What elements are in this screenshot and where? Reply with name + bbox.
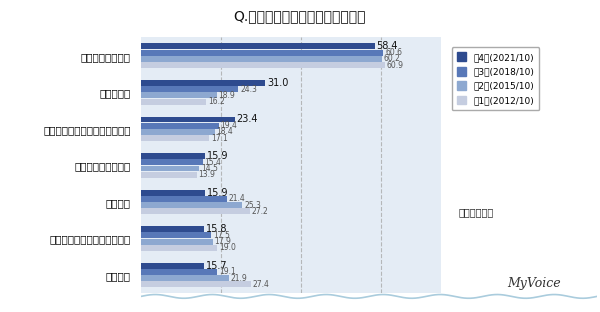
Text: 15.9: 15.9 xyxy=(206,188,228,197)
Text: 18.9: 18.9 xyxy=(218,91,235,100)
Bar xyxy=(141,269,217,275)
Text: 15.7: 15.7 xyxy=(206,261,227,271)
Text: Q.自分の靴をどこで買いますか？: Q.自分の靴をどこで買いますか？ xyxy=(234,9,366,23)
Text: 18.4: 18.4 xyxy=(217,127,233,136)
Text: ：靴を買う人: ：靴を買う人 xyxy=(459,207,494,217)
Bar xyxy=(141,275,229,281)
Bar xyxy=(141,239,212,245)
Bar xyxy=(141,159,203,165)
Text: 60.6: 60.6 xyxy=(385,48,403,57)
Text: 21.4: 21.4 xyxy=(229,194,245,203)
Bar xyxy=(141,202,242,208)
Text: 13.9: 13.9 xyxy=(199,170,215,179)
Text: 17.5: 17.5 xyxy=(213,231,230,240)
Text: 58.4: 58.4 xyxy=(377,41,398,51)
Bar xyxy=(141,208,250,214)
Bar xyxy=(141,50,383,56)
Text: 15.4: 15.4 xyxy=(205,158,221,167)
Bar xyxy=(141,226,204,232)
Bar xyxy=(141,153,205,159)
Text: 17.9: 17.9 xyxy=(215,237,232,246)
Text: 60.9: 60.9 xyxy=(386,61,404,70)
Text: 19.0: 19.0 xyxy=(219,243,236,252)
Bar xyxy=(141,99,206,105)
Bar xyxy=(141,165,199,171)
Bar xyxy=(141,263,204,269)
Text: 16.2: 16.2 xyxy=(208,97,224,106)
Text: 15.8: 15.8 xyxy=(206,224,228,234)
Text: MyVoice: MyVoice xyxy=(507,277,560,290)
Text: 27.2: 27.2 xyxy=(252,207,269,216)
Text: 19.1: 19.1 xyxy=(220,267,236,276)
Bar xyxy=(141,129,215,135)
Bar xyxy=(141,135,209,141)
Bar xyxy=(141,62,385,68)
Text: 14.5: 14.5 xyxy=(201,164,218,173)
Legend: 第4回(2021/10), 第3回(2018/10), 第2回(2015/10), 第1回(2012/10): 第4回(2021/10), 第3回(2018/10), 第2回(2015/10)… xyxy=(452,47,539,110)
Text: 24.3: 24.3 xyxy=(240,85,257,94)
Bar xyxy=(141,232,211,238)
Bar xyxy=(141,43,374,49)
Text: 21.9: 21.9 xyxy=(230,274,247,283)
Text: 60.2: 60.2 xyxy=(384,54,401,63)
Bar xyxy=(141,92,217,98)
Bar xyxy=(141,190,205,196)
Bar xyxy=(141,86,238,92)
Text: 25.3: 25.3 xyxy=(244,201,261,210)
Bar xyxy=(141,172,197,178)
Text: 17.1: 17.1 xyxy=(211,134,228,143)
Bar xyxy=(141,123,218,129)
Bar xyxy=(141,117,235,122)
Text: 27.4: 27.4 xyxy=(253,280,269,289)
Text: 31.0: 31.0 xyxy=(267,78,289,88)
Bar xyxy=(141,245,217,251)
Bar xyxy=(141,56,382,62)
Text: 19.4: 19.4 xyxy=(221,121,238,130)
Text: 23.4: 23.4 xyxy=(236,115,258,124)
Bar xyxy=(141,80,265,86)
Bar xyxy=(141,196,227,202)
Text: 15.9: 15.9 xyxy=(206,151,228,161)
Bar xyxy=(141,281,251,287)
